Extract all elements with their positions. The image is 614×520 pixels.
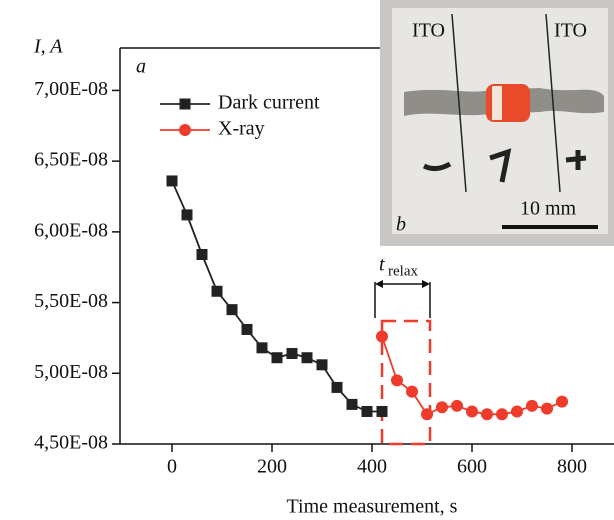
marker xyxy=(421,408,433,421)
marker xyxy=(406,385,418,398)
marker xyxy=(526,399,538,412)
marker xyxy=(226,304,238,316)
legend-marker xyxy=(179,98,191,110)
marker xyxy=(241,323,253,335)
relax-box xyxy=(380,319,432,446)
x-tick-label: 600 xyxy=(457,456,487,478)
y-tick-label: 7,00E-08 xyxy=(34,78,108,100)
y-tick-label: 6,50E-08 xyxy=(34,149,108,171)
ink-mark xyxy=(565,150,587,170)
x-tick-label: 400 xyxy=(357,456,387,478)
marker xyxy=(256,342,268,354)
ink-mark xyxy=(489,148,512,183)
ito-boundary xyxy=(545,13,561,193)
marker xyxy=(391,374,403,387)
marker xyxy=(301,352,313,364)
relax-subscript: relax xyxy=(388,263,418,279)
marker xyxy=(496,408,508,421)
ink-mark xyxy=(422,161,452,172)
y-tick-label: 4,50E-08 xyxy=(34,432,108,454)
legend: Dark current X-ray xyxy=(160,92,320,140)
x-tick-label: 0 xyxy=(167,456,177,478)
marker xyxy=(436,401,448,414)
marker xyxy=(376,330,388,343)
marker xyxy=(211,285,223,297)
legend-label: X-ray xyxy=(218,118,265,140)
x-tick-label: 200 xyxy=(257,456,287,478)
marker xyxy=(466,405,478,418)
plot-area: I, A Time measurement, s a t relax 4,50E… xyxy=(33,36,614,518)
inset-photo: ITO ITO 10 mm b xyxy=(380,0,614,246)
marker xyxy=(511,405,523,418)
legend-label: Dark current xyxy=(218,92,320,114)
marker xyxy=(316,359,328,371)
y-tick-label: 5,50E-08 xyxy=(34,290,108,312)
marker xyxy=(556,395,568,408)
marker xyxy=(541,402,553,415)
scale-bar-label: 10 mm xyxy=(520,198,577,220)
x-axis-label: Time measurement, s xyxy=(287,496,458,518)
marker xyxy=(331,381,343,393)
marker xyxy=(481,408,493,421)
marker xyxy=(271,352,283,364)
panel-label: a xyxy=(136,56,146,78)
sample-highlight xyxy=(492,86,502,120)
marker xyxy=(196,248,208,260)
y-axis-label: I, A xyxy=(33,36,63,58)
marker xyxy=(451,399,463,412)
y-tick-label: 5,00E-08 xyxy=(34,361,108,383)
marker xyxy=(361,405,373,417)
x-tick-label: 800 xyxy=(557,456,587,478)
inset-label: ITO xyxy=(554,20,587,42)
marker xyxy=(346,398,358,410)
ito-boundary xyxy=(451,13,467,193)
relax-symbol: t xyxy=(379,254,385,276)
marker xyxy=(376,405,388,417)
inset-label: ITO xyxy=(412,20,445,42)
inset-panel-label: b xyxy=(396,214,406,236)
y-tick-label: 6,00E-08 xyxy=(34,219,108,241)
legend-marker xyxy=(179,124,191,136)
marker xyxy=(166,175,178,187)
marker xyxy=(286,347,298,359)
marker xyxy=(181,209,193,221)
